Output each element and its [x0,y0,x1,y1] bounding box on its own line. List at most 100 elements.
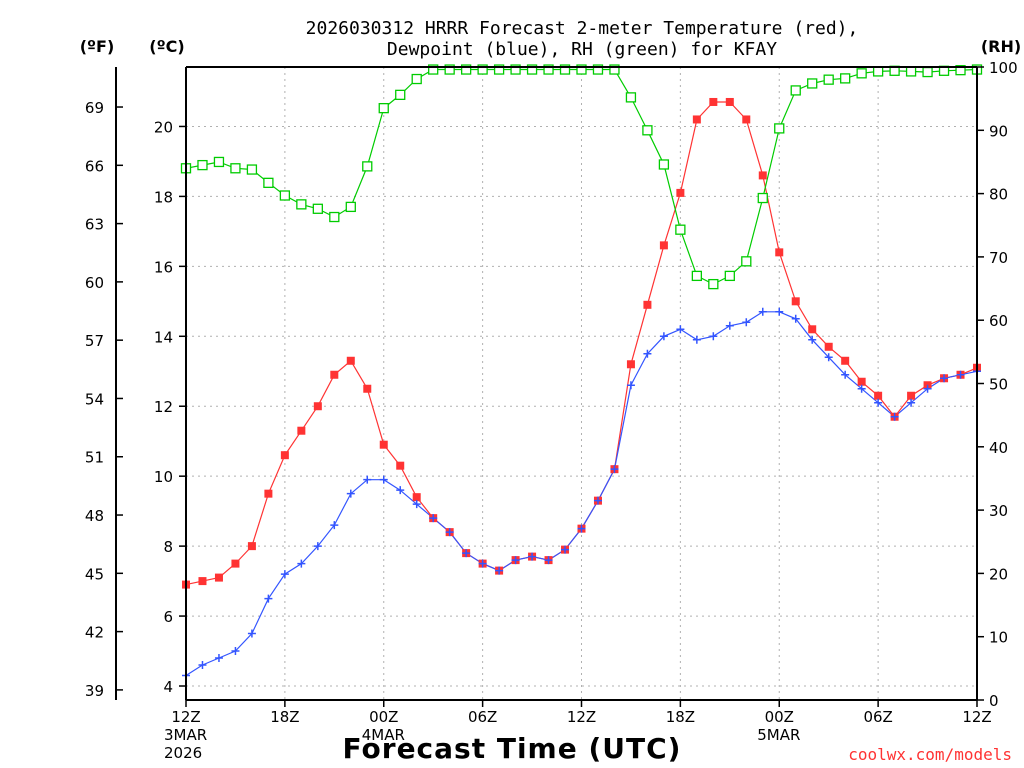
rh-point [263,177,274,188]
fahrenheit-tick-label: 63 [85,216,104,234]
fahrenheit-tick-label: 45 [85,565,104,583]
dewpoint-point [676,325,685,334]
rh-tick-label: 90 [989,122,1008,140]
rh-tick-label: 70 [989,249,1008,267]
dewpoint-point [791,314,800,323]
rh-point [642,125,653,136]
dewpoint-point [429,514,438,523]
x-tick-label: 12Z [567,708,596,726]
temperature-point [907,391,916,400]
fahrenheit-tick-label: 60 [85,274,104,292]
temperature-point [330,370,339,379]
fahrenheit-tick-label: 66 [85,157,104,175]
rh-point [856,68,867,79]
rh-point [757,192,768,204]
fahrenheit-tick-label: 51 [85,449,104,467]
dewpoint-point [396,486,405,495]
x-tick-label: 12Z [171,708,200,726]
rh-point [543,64,554,75]
rh-point [823,74,834,85]
dewpoint-point [742,318,751,327]
rh-tick-label: 30 [989,502,1008,520]
rh-point [345,201,356,213]
temperature-point [659,241,668,250]
dewpoint-point [643,349,652,358]
dewpoint-point [478,559,487,568]
dewpoint-point [462,549,471,558]
rh-point [477,64,488,75]
celsius-tick-label: 14 [154,328,173,346]
temperature-point [396,461,405,470]
rh-point [708,278,719,290]
dewpoint-point [363,475,372,484]
dewpoint-point [379,475,388,484]
temperature-point [742,115,751,124]
temperature-point [412,493,421,502]
dewpoint-point [231,647,240,656]
dewpoint-point [659,332,668,341]
dewpoint-point [528,552,537,561]
x-tick-label: 00Z [369,708,398,726]
dewpoint-point [198,661,207,670]
rh-point [493,64,505,75]
rh-point [428,64,439,75]
rh-tick-label: 80 [989,186,1008,204]
rh-point [230,163,241,174]
rh-point [658,159,670,170]
temperature-point [709,97,718,106]
dewpoint-point [709,332,718,341]
rh-point [840,73,851,84]
rh-point [296,199,307,210]
dewpoint-point [280,570,289,579]
dewpoint-point [692,335,701,344]
temperature-point [692,115,701,124]
dewpoint-point [907,398,916,407]
fahrenheit-tick-label: 48 [85,507,104,525]
dewpoint-point [412,500,421,509]
x-tick-label: 06Z [468,708,497,726]
rh-point [807,78,818,89]
dewpoint-point [940,374,949,383]
dewpoint-point [758,307,767,316]
temperature-point [231,559,240,568]
rh-tick-label: 100 [989,59,1018,77]
rh-point [609,64,620,75]
dewpoint-point [626,381,635,390]
celsius-tick-label: 16 [154,258,173,276]
dewpoint-point [544,556,553,565]
temperature-point [643,300,652,309]
rh-point [329,211,340,223]
rh-point [279,190,291,201]
dewpoint-point [956,370,965,379]
x-axis-title: Forecast Time (UTC) [343,732,682,765]
temperature-point [379,440,388,449]
dewpoint-point [346,489,355,498]
dewpoint-point [247,629,256,638]
dewpoint-point [313,542,322,551]
dewpoint-point [610,465,619,474]
rh-point [312,203,323,214]
rh-tick-label: 40 [989,439,1008,457]
dewpoint-point [857,384,866,393]
rh-tick-label: 0 [989,692,999,710]
dewpoint-point [593,496,602,505]
x-tick-label: 18Z [666,708,695,726]
dewpoint-point [808,335,817,344]
temperature-point [824,342,833,351]
x-date-label: 3MAR [164,726,207,744]
celsius-tick-label: 20 [154,118,173,136]
celsius-tick-label: 4 [163,678,173,696]
temperature-point [791,297,800,306]
dewpoint-point [725,321,734,330]
temperature-point [247,542,256,551]
rh-point [955,65,966,76]
rh-point [872,66,884,77]
rh-point [444,64,455,75]
dewpoint-point [874,398,883,407]
celsius-axis-unit: (ºC) [149,37,184,56]
credit-text: coolwx.com/models [848,745,1012,764]
chart-title-line-2: Dewpoint (blue), RH (green) for KFAY [387,39,777,60]
temperature-point [857,377,866,386]
fahrenheit-tick-label: 54 [85,390,104,408]
